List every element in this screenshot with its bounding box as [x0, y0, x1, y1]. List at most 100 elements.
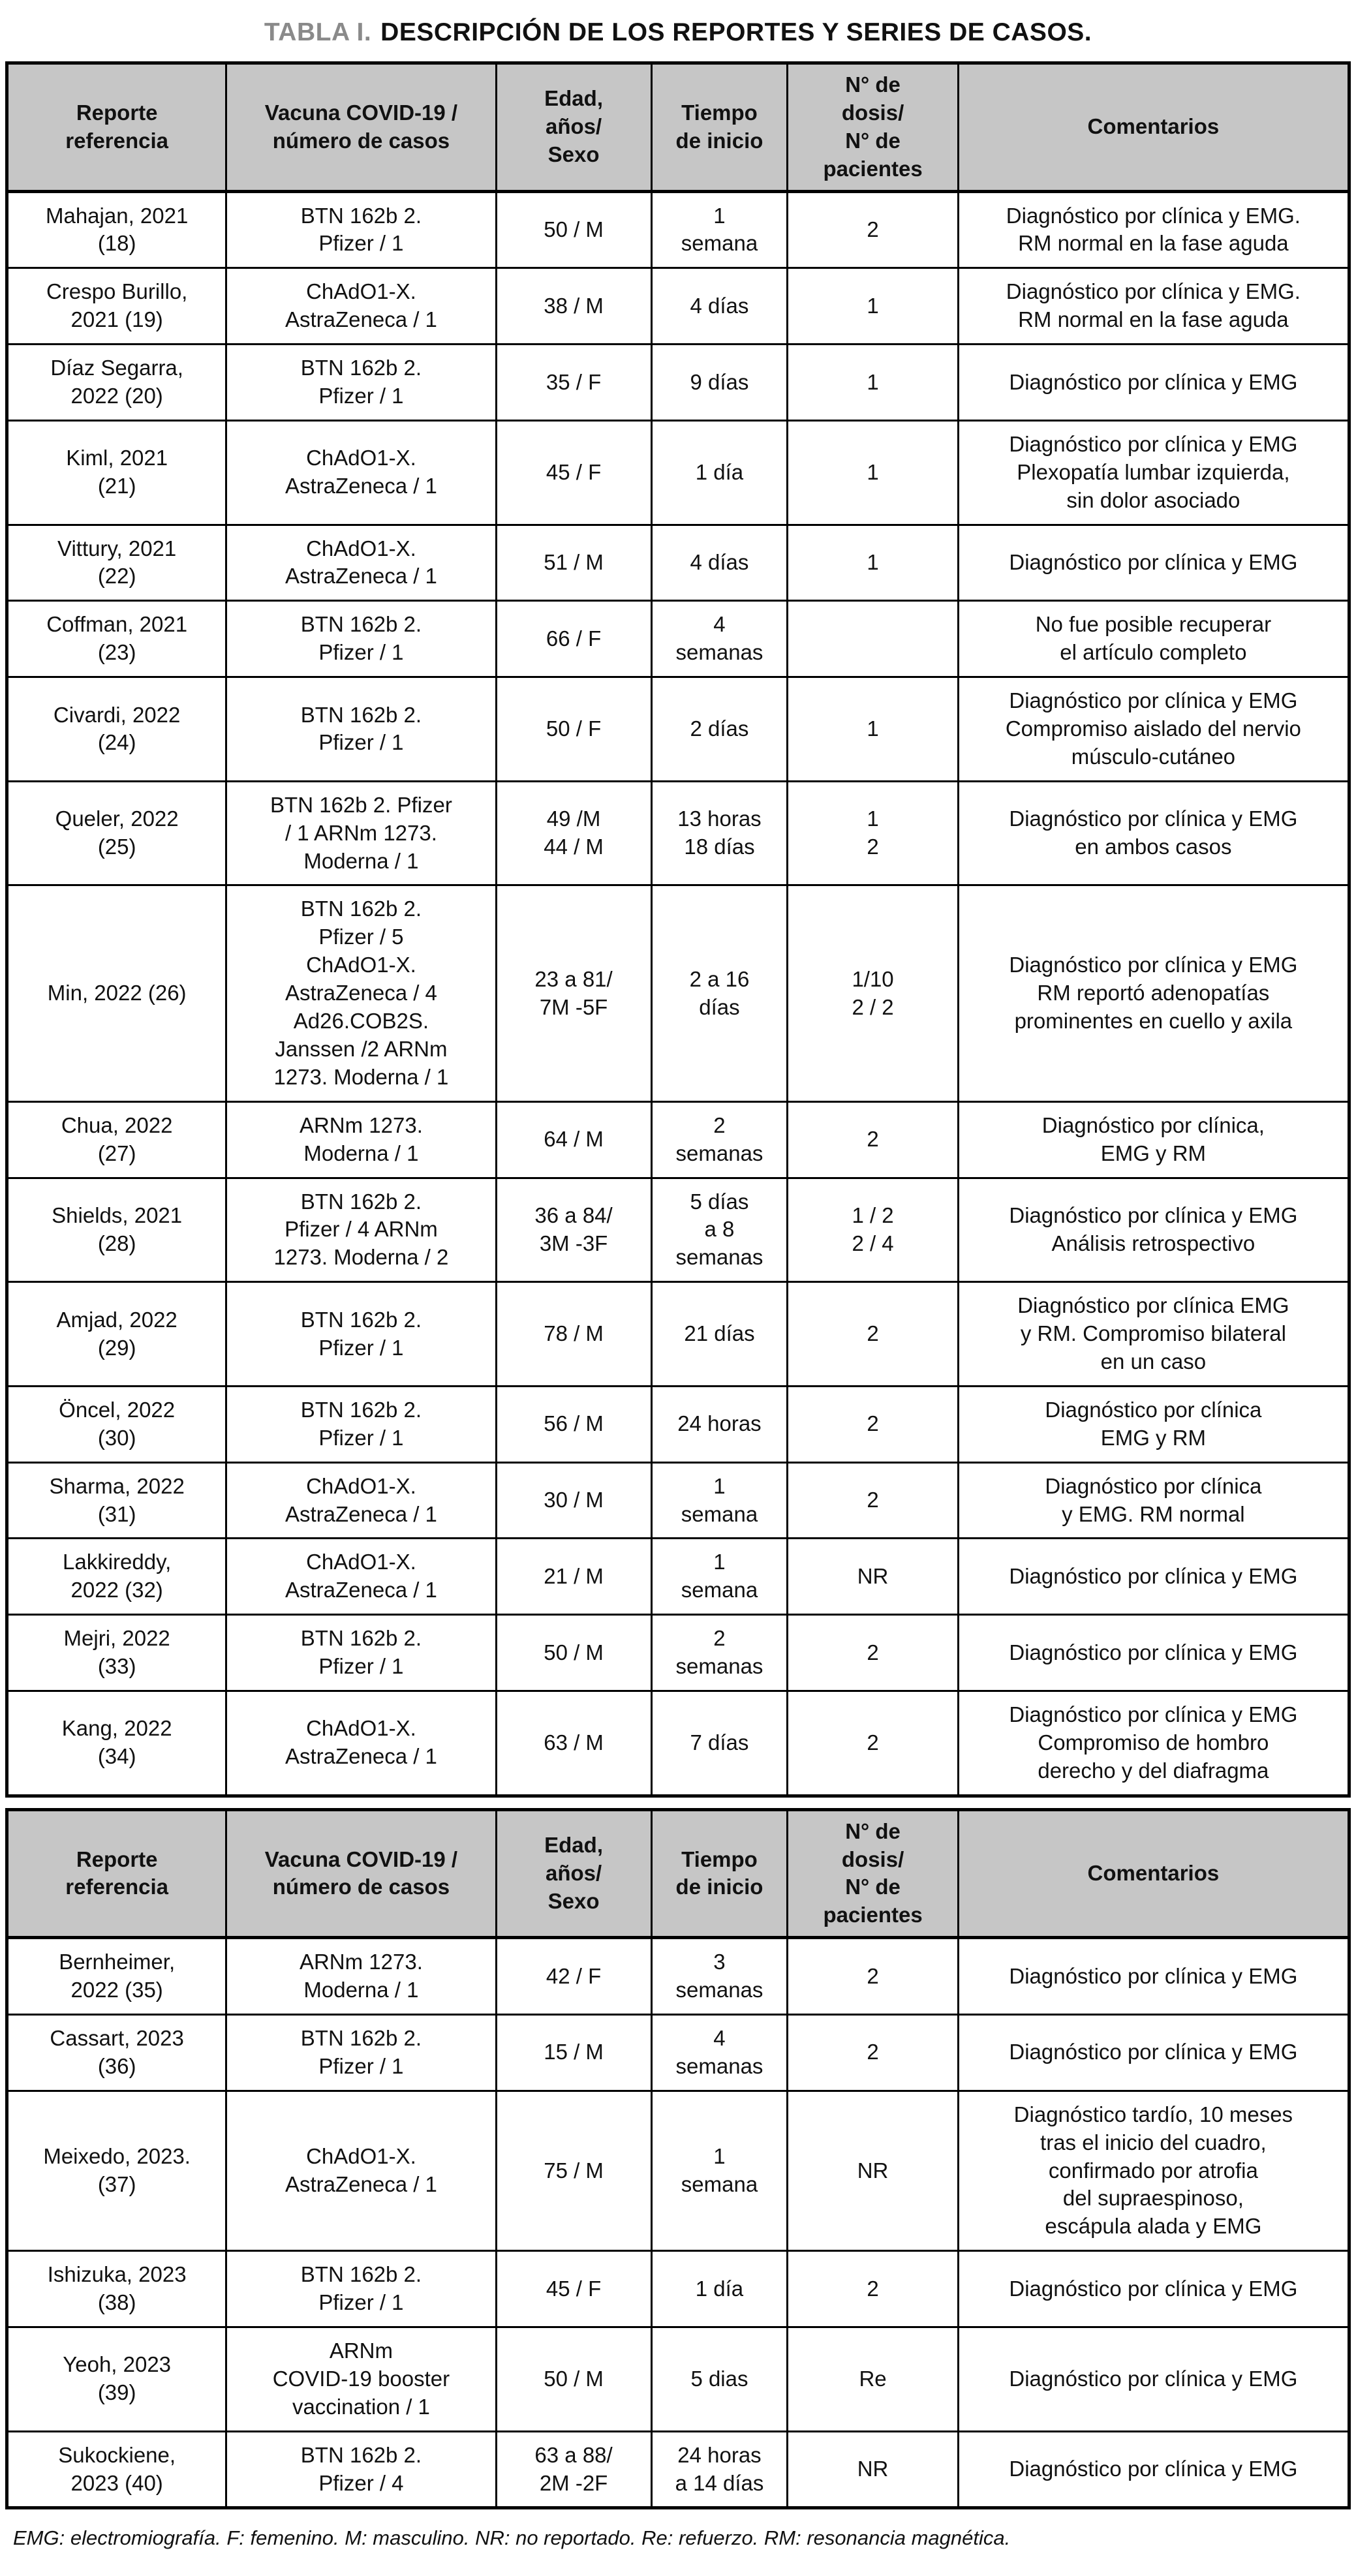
table-row: Mejri, 2022 (33) BTN 162b 2. Pfizer / 1 50… [5, 1614, 1351, 1692]
cell-doses: 1 [786, 343, 959, 422]
cell-vaccine: ChAdO1-X. AstraZeneca / 1 [225, 523, 497, 602]
cell-ref: Sharma, 2022 (31) [5, 1461, 228, 1540]
cell-doses: 2 [786, 1100, 959, 1179]
cell-age_sex: 49 /M 44 / M [495, 780, 653, 887]
cell-vaccine: BTN 162b 2. Pfizer / 1 [225, 600, 497, 679]
cell-doses: 1 [786, 419, 959, 526]
table-row: Öncel, 2022 (30) BTN 162b 2. Pfizer / 1 56… [5, 1385, 1351, 1464]
cell-ref: Lakkireddy, 2022 (32) [5, 1537, 228, 1616]
cell-age_sex: 50 / F [495, 676, 653, 782]
cell-vaccine: BTN 162b 2. Pfizer / 1 [225, 1385, 497, 1464]
cell-age_sex: 50 / M [495, 190, 653, 269]
cell-onset: 24 horas [650, 1385, 789, 1464]
cell-ref: Mejri, 2022 (33) [5, 1614, 228, 1692]
column-header: Edad, años/ Sexo [495, 1808, 653, 1940]
cell-doses: 1/10 2 / 2 [786, 884, 959, 1103]
cell-onset: 1 semana [650, 1537, 789, 1616]
cell-onset: 3 semanas [650, 1937, 789, 2016]
table-row: Meixedo, 2023. (37) ChAdO1-X. AstraZeneca… [5, 2089, 1351, 2252]
column-header: Reporte referencia [5, 62, 228, 193]
cell-vaccine: BTN 162b 2. Pfizer / 5 ChAdO1-X. AstraZe… [225, 884, 497, 1103]
cell-onset: 1 día [650, 419, 789, 526]
cell-onset: 4 semanas [650, 2013, 789, 2092]
cases-table-part-2: Reporte referencia Vacuna COVID-19 / núme… [5, 1807, 1351, 2510]
column-header: Tiempo de inicio [650, 1808, 789, 1940]
cell-comments: No fue posible recuperar el artículo com… [957, 600, 1351, 679]
cell-comments: Diagnóstico por clínica y EMG [957, 2430, 1351, 2509]
cell-doses: 1 / 2 2 / 4 [786, 1176, 959, 1283]
cell-onset: 5 dias [650, 2326, 789, 2432]
cell-vaccine: BTN 162b 2. Pfizer / 1 [225, 1281, 497, 1387]
cell-comments: Diagnóstico por clínica EMG y RM [957, 1385, 1351, 1464]
cell-comments: Diagnóstico por clínica y EMG [957, 1614, 1351, 1692]
cell-age_sex: 50 / M [495, 2326, 653, 2432]
cell-age_sex: 35 / F [495, 343, 653, 422]
cell-doses: 2 [786, 2013, 959, 2092]
cell-comments: Diagnóstico por clínica y EMG Plexopatía… [957, 419, 1351, 526]
cell-ref: Coffman, 2021 (23) [5, 600, 228, 679]
table-row: Shields, 2021 (28) BTN 162b 2. Pfizer / 4… [5, 1176, 1351, 1283]
cell-comments: Diagnóstico por clínica y EMG RM reportó… [957, 884, 1351, 1103]
cell-doses: 2 [786, 2250, 959, 2328]
cell-age_sex: 75 / M [495, 2089, 653, 2252]
table-row: Kiml, 2021 (21) ChAdO1-X. AstraZeneca / 1… [5, 419, 1351, 526]
cell-vaccine: BTN 162b 2. Pfizer / 1 [225, 1614, 497, 1692]
cell-age_sex: 30 / M [495, 1461, 653, 1540]
cell-doses: 2 [786, 1461, 959, 1540]
cell-vaccine: BTN 162b 2. Pfizer / 1 [225, 2013, 497, 2092]
column-header: N° de dosis/ N° de pacientes [786, 1808, 959, 1940]
table-row: Queler, 2022 (25) BTN 162b 2. Pfizer / 1 … [5, 780, 1351, 887]
table-row: Díaz Segarra, 2022 (20) BTN 162b 2. Pfize… [5, 343, 1351, 422]
table-row: Yeoh, 2023 (39) ARNm COVID-19 booster vac… [5, 2326, 1351, 2432]
cell-ref: Shields, 2021 (28) [5, 1176, 228, 1283]
cell-ref: Crespo Burillo, 2021 (19) [5, 267, 228, 346]
cell-onset: 4 días [650, 523, 789, 602]
cell-age_sex: 63 a 88/ 2M -2F [495, 2430, 653, 2509]
cell-doses: 2 [786, 1689, 959, 1797]
cell-comments: Diagnóstico por clínica y EMG [957, 2250, 1351, 2328]
cell-doses: Re [786, 2326, 959, 2432]
cell-doses: 2 [786, 1614, 959, 1692]
cell-onset: 1 semana [650, 1461, 789, 1540]
cell-vaccine: ARNm 1273. Moderna / 1 [225, 1100, 497, 1179]
cell-comments: Diagnóstico por clínica y EMG [957, 2326, 1351, 2432]
cell-vaccine: BTN 162b 2. Pfizer / 1 [225, 2250, 497, 2328]
cell-vaccine: ChAdO1-X. AstraZeneca / 1 [225, 1537, 497, 1616]
table-title-text: DESCRIPCIÓN DE LOS REPORTES Y SERIES DE … [380, 18, 1092, 46]
cell-comments: Diagnóstico por clínica EMG y RM. Compro… [957, 1281, 1351, 1387]
table-row: Cassart, 2023 (36) BTN 162b 2. Pfizer / 1… [5, 2013, 1351, 2092]
cell-ref: Kiml, 2021 (21) [5, 419, 228, 526]
cell-ref: Min, 2022 (26) [5, 884, 228, 1103]
table-header: Reporte referencia Vacuna COVID-19 / núme… [5, 62, 1351, 193]
cell-onset: 21 días [650, 1281, 789, 1387]
cell-vaccine: BTN 162b 2. Pfizer / 4 [225, 2430, 497, 2509]
cell-comments: Diagnóstico por clínica y EMG [957, 523, 1351, 602]
cell-onset: 1 día [650, 2250, 789, 2328]
cell-comments: Diagnóstico por clínica y EMG. RM normal… [957, 267, 1351, 346]
cell-doses: 1 2 [786, 780, 959, 887]
column-header: Tiempo de inicio [650, 62, 789, 193]
column-header: Edad, años/ Sexo [495, 62, 653, 193]
table-row: Civardi, 2022 (24) BTN 162b 2. Pfizer / 1… [5, 676, 1351, 782]
cell-vaccine: BTN 162b 2. Pfizer / 1 [225, 190, 497, 269]
cell-comments: Diagnóstico por clínica y EMG en ambos c… [957, 780, 1351, 887]
column-header: Vacuna COVID-19 / número de casos [225, 62, 497, 193]
cell-vaccine: ARNm COVID-19 booster vaccination / 1 [225, 2326, 497, 2432]
column-header: Vacuna COVID-19 / número de casos [225, 1808, 497, 1940]
header-row: Reporte referencia Vacuna COVID-19 / núme… [5, 1808, 1351, 1940]
cell-age_sex: 42 / F [495, 1937, 653, 2016]
cell-comments: Diagnóstico por clínica y EMG [957, 2013, 1351, 2092]
table-row: Coffman, 2021 (23) BTN 162b 2. Pfizer / 1… [5, 600, 1351, 679]
cell-doses: NR [786, 2430, 959, 2509]
cell-ref: Mahajan, 2021 (18) [5, 190, 228, 269]
cell-vaccine: ChAdO1-X. AstraZeneca / 1 [225, 1689, 497, 1797]
cell-onset: 1 semana [650, 190, 789, 269]
cell-vaccine: BTN 162b 2. Pfizer / 1 [225, 676, 497, 782]
cell-vaccine: BTN 162b 2. Pfizer / 1 [225, 343, 497, 422]
table-row: Min, 2022 (26) BTN 162b 2. Pfizer / 5 ChA… [5, 884, 1351, 1103]
cell-vaccine: BTN 162b 2. Pfizer / 4 ARNm 1273. Modern… [225, 1176, 497, 1283]
cell-age_sex: 21 / M [495, 1537, 653, 1616]
cell-onset: 4 semanas [650, 600, 789, 679]
cell-onset: 7 días [650, 1689, 789, 1797]
